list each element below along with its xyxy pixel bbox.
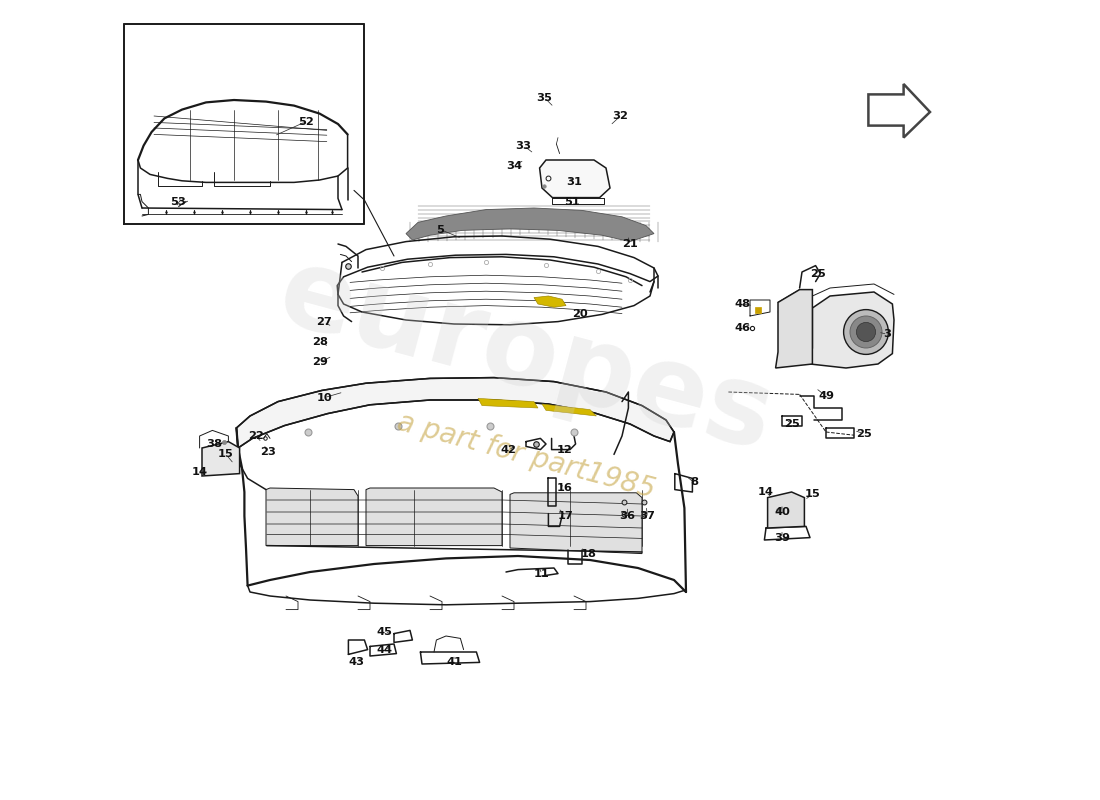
Text: 53: 53: [170, 197, 186, 206]
Text: 25: 25: [783, 419, 800, 429]
Polygon shape: [540, 160, 611, 198]
Text: 45: 45: [376, 627, 393, 637]
Text: 52: 52: [298, 117, 314, 126]
Text: 12: 12: [557, 446, 572, 455]
Polygon shape: [406, 208, 654, 242]
Text: 18: 18: [581, 549, 596, 558]
Text: 46: 46: [734, 323, 750, 333]
Polygon shape: [776, 290, 813, 368]
Text: 22: 22: [248, 431, 264, 441]
Text: 21: 21: [623, 239, 638, 249]
Text: 29: 29: [311, 358, 328, 367]
Text: 5: 5: [437, 225, 444, 234]
Text: 14: 14: [758, 487, 774, 497]
Text: a part for part1985: a part for part1985: [394, 408, 658, 504]
Text: 43: 43: [349, 657, 364, 666]
Polygon shape: [266, 488, 358, 546]
Polygon shape: [510, 493, 642, 554]
Polygon shape: [236, 378, 674, 448]
Text: europes: europes: [267, 238, 784, 474]
Text: 37: 37: [640, 511, 656, 521]
Polygon shape: [124, 24, 364, 224]
Text: 36: 36: [619, 511, 636, 521]
Text: 11: 11: [535, 570, 550, 579]
Text: 48: 48: [734, 299, 750, 309]
Polygon shape: [534, 296, 566, 307]
Polygon shape: [478, 398, 538, 408]
Circle shape: [850, 316, 882, 348]
Text: 34: 34: [506, 161, 522, 170]
Text: 27: 27: [316, 318, 331, 327]
Text: 35: 35: [537, 93, 552, 102]
Text: 28: 28: [311, 338, 328, 347]
Text: 14: 14: [191, 467, 208, 477]
Text: 42: 42: [500, 446, 516, 455]
Text: 8: 8: [690, 478, 698, 487]
Text: 17: 17: [558, 511, 574, 521]
Text: 15: 15: [218, 450, 234, 459]
Text: 38: 38: [206, 439, 222, 449]
Polygon shape: [202, 442, 240, 476]
Text: 16: 16: [557, 483, 572, 493]
Circle shape: [844, 310, 889, 354]
Polygon shape: [542, 404, 596, 416]
Polygon shape: [810, 292, 894, 368]
Text: 51: 51: [563, 197, 580, 206]
Text: 40: 40: [774, 507, 790, 517]
Text: 41: 41: [447, 657, 462, 666]
Polygon shape: [366, 488, 502, 546]
Text: 32: 32: [613, 111, 628, 121]
Text: 31: 31: [566, 178, 582, 187]
Text: 39: 39: [774, 533, 790, 542]
Circle shape: [857, 322, 876, 342]
Polygon shape: [768, 492, 804, 528]
Text: 25: 25: [810, 269, 826, 278]
Text: 20: 20: [572, 310, 587, 319]
Text: 44: 44: [376, 645, 393, 654]
Text: 10: 10: [317, 393, 332, 402]
Text: 3: 3: [883, 330, 892, 339]
Text: 23: 23: [260, 447, 275, 457]
Text: 15: 15: [804, 490, 821, 499]
Text: 25: 25: [856, 429, 871, 438]
Text: 33: 33: [516, 141, 531, 150]
Text: 49: 49: [818, 391, 834, 401]
